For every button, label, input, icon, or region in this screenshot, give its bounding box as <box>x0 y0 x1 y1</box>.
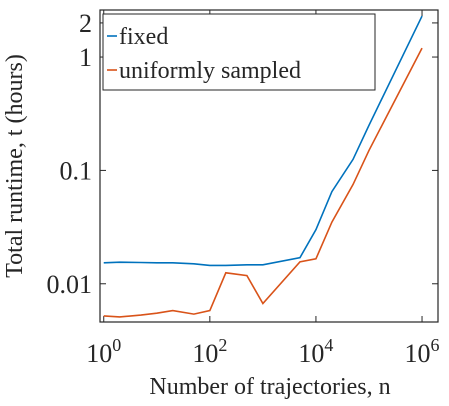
y-axis-label: Total runtime, t (hours) <box>2 54 28 278</box>
x-tick-label: 102 <box>192 335 227 368</box>
y-tick-label: 0.01 <box>47 270 93 299</box>
legend-label: fixed <box>119 24 168 50</box>
axes-box <box>99 9 439 323</box>
series-line <box>103 15 423 267</box>
series-line <box>103 47 423 318</box>
x-axis-label: Number of trajectories, n <box>149 374 390 400</box>
legend-label: uniformly sampled <box>119 58 301 84</box>
x-tick-label: 104 <box>298 335 333 368</box>
legend-box <box>102 13 376 91</box>
x-tick-label: 100 <box>86 335 121 368</box>
y-tick-label: 2 <box>79 9 92 38</box>
y-tick-label: 0.1 <box>60 156 93 185</box>
y-tick-label: 1 <box>79 43 92 72</box>
x-tick-label: 106 <box>405 335 440 368</box>
